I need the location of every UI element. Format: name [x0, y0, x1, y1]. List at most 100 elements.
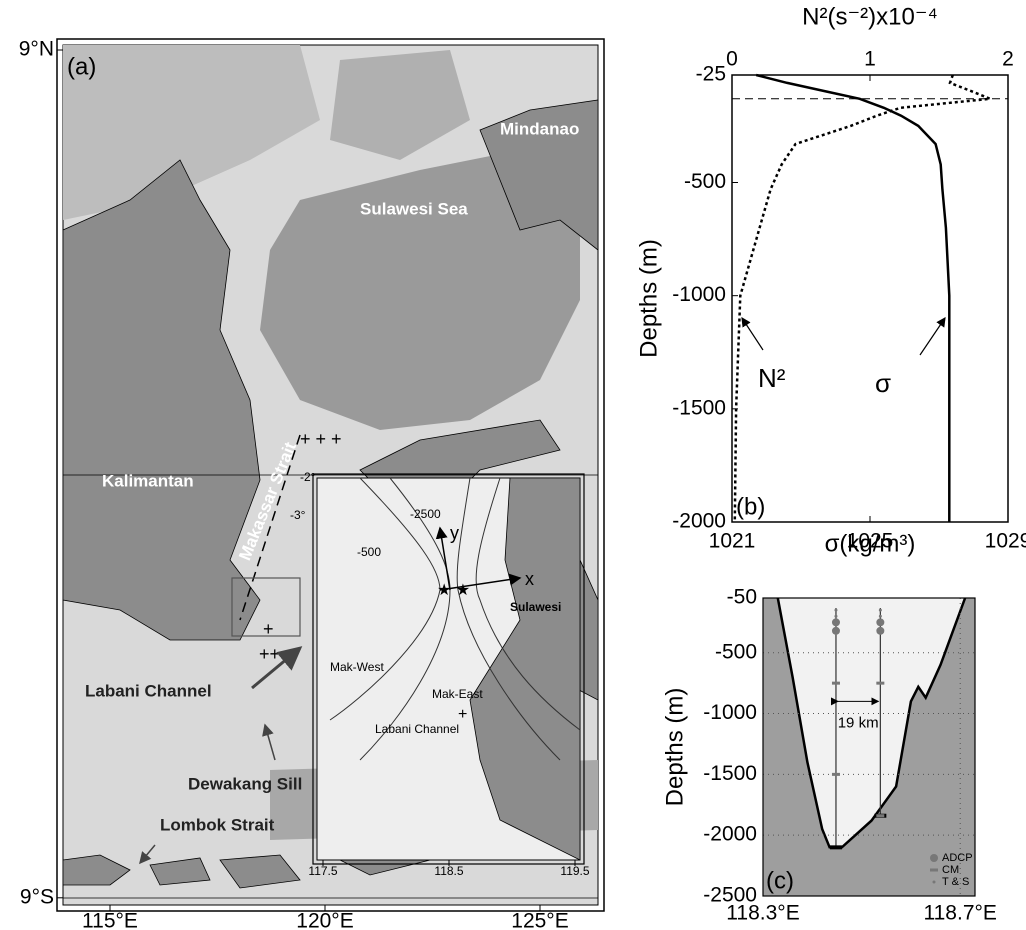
place-label: Labani Channel: [85, 681, 212, 700]
place-label: Sulawesi Sea: [360, 199, 468, 218]
lat-label: -2°: [300, 470, 316, 484]
y-tick-label: -2500: [703, 884, 757, 907]
y-tick-label: -1500: [703, 762, 757, 785]
station-marks: ++: [259, 644, 280, 664]
x2-tick-label: 2: [1002, 48, 1014, 71]
legend-label: T & S: [942, 876, 969, 888]
strait-track: [239, 434, 301, 621]
plot-frame: [762, 597, 976, 897]
inset-land: [469, 477, 581, 861]
land: [219, 854, 301, 889]
ts-sensor: [834, 614, 838, 618]
adcp: [876, 626, 885, 635]
axis-arrow: [435, 526, 451, 591]
panel-label: (c): [766, 867, 794, 894]
inset-tick-label: 117.5: [308, 864, 337, 878]
mooring-marks: ★ ★: [437, 582, 470, 599]
y-tick-label: -25: [696, 63, 726, 86]
inset-label: Sulawesi: [510, 600, 561, 614]
map-panel: + + + + ++ ★ ★ +: [56, 38, 605, 912]
y-tick-label: -1000: [672, 283, 726, 306]
panel-label: (b): [736, 493, 765, 520]
x-tick-label: 1029: [985, 530, 1026, 553]
ts-sensor: [834, 608, 838, 612]
series-label: σ: [875, 368, 891, 398]
axis-arrow: [439, 573, 522, 591]
land: [149, 857, 211, 886]
water: [777, 598, 966, 848]
land: [62, 854, 131, 886]
arrow: [139, 844, 156, 865]
label-arrow: [741, 316, 764, 351]
station-mark: +: [458, 706, 467, 723]
panel-label: (a): [67, 53, 96, 80]
contour: [329, 477, 581, 761]
inset-label: Mak-West: [330, 660, 384, 674]
profile-line: [733, 74, 991, 523]
y-tick-label: 9°S: [20, 885, 54, 908]
current-meter: [876, 681, 885, 685]
x-tick-label: 120°E: [296, 910, 353, 930]
adcp: [831, 626, 840, 635]
inset-tick-label: 119.5: [560, 864, 589, 878]
y-tick-label: -1000: [703, 701, 757, 724]
land: [479, 99, 599, 251]
arrow: [251, 646, 303, 690]
inset-label: Mak-East: [432, 687, 483, 701]
current-meter: [876, 814, 885, 818]
station-marks: +: [263, 619, 274, 639]
y-tick-label: -2000: [703, 823, 757, 846]
y-axis-label: Depths (m): [661, 688, 688, 807]
bathymetry-line: [776, 597, 967, 849]
anchor: [829, 845, 842, 850]
axis-label: x: [525, 569, 534, 589]
y-tick-label: -1500: [672, 396, 726, 419]
contour-label: -2500: [410, 507, 441, 521]
deep-basin: [330, 50, 470, 160]
y-tick-label: -50: [727, 586, 757, 609]
contour-label: -500: [357, 545, 381, 559]
distance-label: 19 km: [838, 714, 879, 731]
ts-sensor: [878, 608, 882, 612]
legend-swatch: [932, 880, 936, 884]
ts-sensor: [878, 614, 882, 618]
arrow: [262, 723, 276, 761]
plot-frame: [731, 74, 1009, 523]
legend-label: CM: [942, 864, 959, 876]
deep-basin: [63, 45, 320, 220]
profile-line: [755, 73, 951, 522]
label-arrow: [919, 317, 946, 356]
x-tick-label: 1025: [847, 530, 894, 553]
y-axis-label: Depths (m): [635, 239, 662, 358]
x-tick-label: 118.7°E: [924, 902, 997, 925]
y-tick-label: -500: [684, 170, 726, 193]
current-meter: [831, 681, 840, 685]
legend-label: ADCP: [942, 852, 973, 864]
inset-box: [231, 577, 301, 637]
y-tick-label: -500: [715, 640, 757, 663]
y-tick-label: 9°N: [19, 38, 54, 61]
x-tick-label: 115°E: [82, 910, 138, 930]
place-label: Dewakang Sill: [188, 774, 302, 793]
place-label: Lombok Strait: [160, 815, 275, 834]
station-marks: + + +: [300, 429, 342, 449]
axis-label: y: [450, 523, 459, 543]
x2-tick-label: 1: [864, 48, 876, 71]
legend-swatch: [930, 868, 938, 872]
x2-axis-label: N²(s⁻²)x10⁻⁴: [802, 3, 938, 30]
legend-swatch: [930, 854, 938, 862]
x-tick-label: 1021: [709, 530, 756, 553]
adcp: [831, 618, 840, 627]
x-tick-label: 118.3°E: [726, 902, 799, 925]
adcp: [876, 618, 885, 627]
current-meter: [831, 772, 840, 776]
inset-label: Labani Channel: [375, 722, 459, 736]
place-label: Kalimantan: [102, 471, 194, 490]
x-axis-label: σ(kg/m³): [825, 530, 916, 557]
lat-label: -3°: [290, 508, 306, 522]
deep-basin: [260, 150, 580, 430]
land: [62, 159, 261, 641]
x-tick-label: 125°E: [511, 910, 568, 930]
inset-tick-label: 118.5: [434, 864, 463, 878]
